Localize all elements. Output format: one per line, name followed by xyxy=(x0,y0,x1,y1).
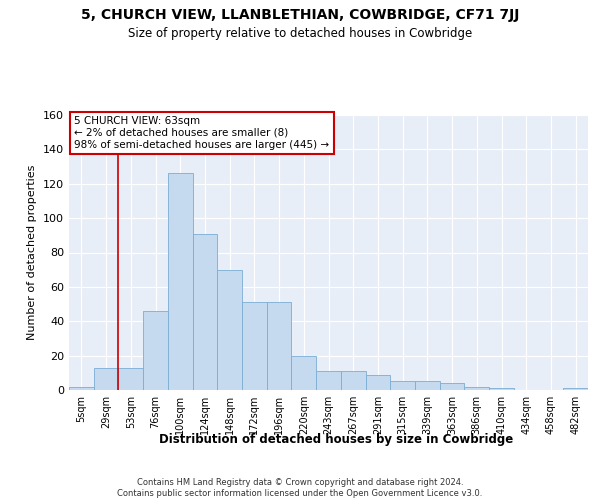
Bar xyxy=(390,382,415,390)
Bar xyxy=(193,234,217,390)
Bar xyxy=(316,371,341,390)
Bar xyxy=(365,374,390,390)
Bar xyxy=(292,356,316,390)
Bar xyxy=(464,386,489,390)
Bar xyxy=(217,270,242,390)
Bar xyxy=(489,388,514,390)
Bar xyxy=(118,368,143,390)
Bar xyxy=(168,174,193,390)
Bar xyxy=(267,302,292,390)
Text: Size of property relative to detached houses in Cowbridge: Size of property relative to detached ho… xyxy=(128,28,472,40)
Text: 5, CHURCH VIEW, LLANBLETHIAN, COWBRIDGE, CF71 7JJ: 5, CHURCH VIEW, LLANBLETHIAN, COWBRIDGE,… xyxy=(81,8,519,22)
Y-axis label: Number of detached properties: Number of detached properties xyxy=(28,165,37,340)
Bar xyxy=(341,371,365,390)
Bar xyxy=(440,383,464,390)
Bar xyxy=(415,382,440,390)
Bar xyxy=(563,388,588,390)
Text: 5 CHURCH VIEW: 63sqm
← 2% of detached houses are smaller (8)
98% of semi-detache: 5 CHURCH VIEW: 63sqm ← 2% of detached ho… xyxy=(74,116,329,150)
Text: Distribution of detached houses by size in Cowbridge: Distribution of detached houses by size … xyxy=(159,432,513,446)
Bar xyxy=(242,302,267,390)
Bar xyxy=(94,368,118,390)
Bar xyxy=(69,386,94,390)
Text: Contains HM Land Registry data © Crown copyright and database right 2024.
Contai: Contains HM Land Registry data © Crown c… xyxy=(118,478,482,498)
Bar xyxy=(143,311,168,390)
